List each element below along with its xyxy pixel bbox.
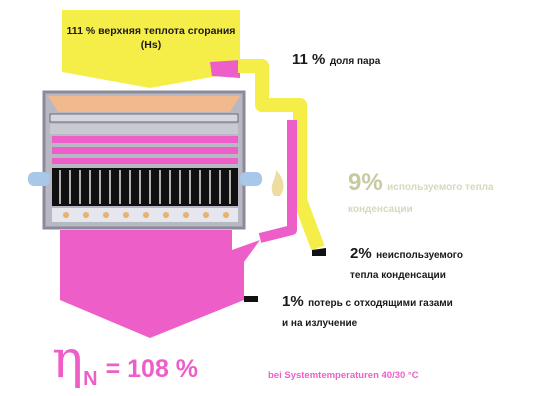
gross-heat-label: 111 % верхняя теплота сгорания (Hs) xyxy=(66,25,236,52)
system-temperature-note: bei Systemtemperaturen 40/30 °C xyxy=(268,370,419,381)
heat-transfer-stripe-2 xyxy=(52,147,238,154)
flue-loss-line1: потерь с отходящими газами xyxy=(308,298,453,309)
used-condensation-percent: 9% xyxy=(348,169,383,196)
useful-heat-arrow xyxy=(60,230,260,338)
flame-icon xyxy=(271,170,284,196)
used-condensation-branch xyxy=(258,120,297,243)
heat-transfer-stripe-1 xyxy=(52,136,238,143)
gross-heat-arrow xyxy=(62,10,240,88)
unused-condensation-line1: неиспользуемого xyxy=(376,250,463,261)
combustion-chamber xyxy=(48,96,240,112)
eta-symbol: η xyxy=(52,330,84,390)
steam-share-percent: 11 % xyxy=(292,51,326,68)
efficiency-value: = 108 % xyxy=(105,355,199,383)
steam-share-text: доля пара xyxy=(329,56,381,67)
steam-accent xyxy=(210,60,240,78)
unused-condensation-marker xyxy=(312,248,326,256)
water-outlet-pipe xyxy=(240,172,262,186)
unused-condensation-label: 2% неиспользуемого тепла конденсации xyxy=(350,244,463,284)
flue-loss-percent: 1% xyxy=(282,293,304,310)
unused-condensation-line2: тепла конденсации xyxy=(350,270,446,281)
flue-loss-marker xyxy=(244,296,258,302)
water-inlet-pipe xyxy=(28,172,50,186)
used-condensation-line1: используемого тепла xyxy=(387,182,494,193)
steam-share-label: 11 % доля пара xyxy=(292,50,380,70)
used-condensation-line2: конденсации xyxy=(348,204,413,215)
steam-share-pipe xyxy=(238,59,325,251)
heat-transfer-stripe-3 xyxy=(52,158,238,164)
used-condensation-label: 9% используемого тепла конденсации xyxy=(348,168,494,218)
efficiency-formula: ηN = 108 % xyxy=(52,330,198,390)
flue-loss-line2: и на излучение xyxy=(282,318,358,329)
unused-condensation-percent: 2% xyxy=(350,245,372,262)
eta-subscript: N xyxy=(83,368,98,390)
flame-row xyxy=(63,212,229,218)
flue-loss-label: 1% потерь с отходящими газами и на излуч… xyxy=(282,292,453,332)
burner-grid xyxy=(52,168,238,206)
